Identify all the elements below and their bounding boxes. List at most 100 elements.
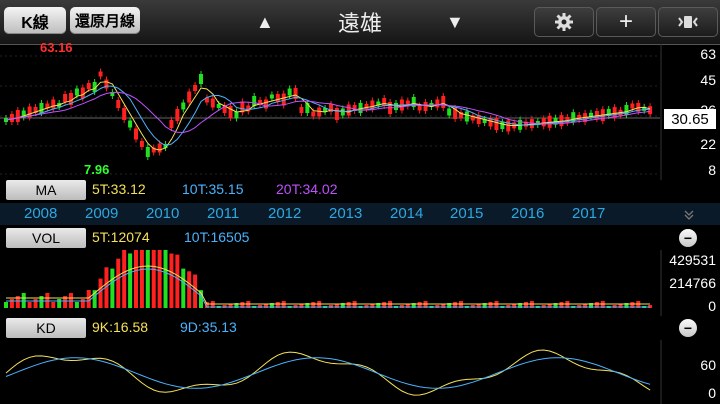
volume-bar <box>346 302 351 308</box>
candle-body <box>447 108 452 116</box>
candle-body <box>228 106 233 118</box>
candle-body <box>441 96 446 108</box>
candle-body <box>122 108 127 120</box>
candle-body <box>104 79 109 89</box>
candle-body <box>305 103 310 113</box>
year-label: 2013 <box>329 205 363 222</box>
candle-body <box>157 143 162 153</box>
d-value: 9D:35.13 <box>180 319 237 335</box>
volume-bar <box>204 302 209 308</box>
candle-body <box>459 112 463 118</box>
rotate-button[interactable] <box>658 7 718 37</box>
candle-body <box>240 101 245 113</box>
volume-bar <box>187 271 192 308</box>
candle-body <box>606 108 611 116</box>
chevron-down-icon[interactable] <box>683 209 695 221</box>
volume-bar <box>9 299 14 308</box>
candle-body <box>110 92 115 96</box>
volume-bar <box>169 253 174 308</box>
k-line <box>5 349 651 396</box>
candle-body <box>139 141 144 147</box>
candle-body <box>299 107 304 113</box>
candle-body <box>27 106 32 118</box>
vol-axis-tick: 214766 <box>669 275 716 291</box>
volume-bar <box>583 304 588 308</box>
candle-body <box>317 107 322 117</box>
year-label: 2010 <box>146 205 180 222</box>
candle-body <box>222 105 227 113</box>
ma10-value: 10T:35.15 <box>182 181 244 197</box>
candle-body <box>547 115 552 128</box>
candle-body <box>494 118 499 130</box>
ma-button[interactable]: MA <box>6 180 86 200</box>
candle-body <box>376 101 381 106</box>
candle-body <box>370 100 375 110</box>
volume-bar <box>110 268 115 308</box>
add-button[interactable]: + <box>596 7 656 37</box>
candle-body <box>15 110 20 122</box>
candle-body <box>476 115 481 124</box>
volume-bar <box>139 250 144 308</box>
previous-stock-icon[interactable]: ▲ <box>256 12 274 32</box>
rotate-icon <box>678 16 698 28</box>
candle-body <box>151 147 156 153</box>
candle-body <box>589 112 593 117</box>
candle-body <box>329 104 333 112</box>
kd-chart <box>5 340 662 404</box>
kd-button[interactable]: KD <box>6 318 86 338</box>
k-line-button[interactable]: K線 <box>4 7 66 34</box>
stock-title: 遠雄 <box>337 12 382 37</box>
candle-body <box>9 114 14 122</box>
volume-bar <box>488 302 493 308</box>
collapse-vol-button[interactable]: − <box>679 229 697 247</box>
candle-body <box>199 74 203 84</box>
candle-body <box>482 119 487 123</box>
next-stock-icon[interactable]: ▼ <box>446 12 464 32</box>
candle-body <box>51 99 56 109</box>
candle-body <box>45 103 50 109</box>
candle-body <box>334 108 339 120</box>
year-label: 2011 <box>207 205 240 222</box>
volume-bar <box>92 290 97 308</box>
candle-body <box>246 105 251 112</box>
volume-bar <box>382 302 387 308</box>
candle-body <box>346 104 351 116</box>
volume-bar <box>334 304 339 308</box>
volume-bar <box>269 303 274 308</box>
volume-bar <box>33 299 38 308</box>
volume-bar <box>618 304 623 308</box>
candle-body <box>21 110 26 118</box>
volume-bar <box>4 302 8 308</box>
volume-bar <box>39 296 44 308</box>
kd-axis-tick: 60 <box>700 357 716 373</box>
candle-body <box>323 108 328 112</box>
candle-body <box>559 115 564 127</box>
volume-bar <box>630 302 635 308</box>
volume-bar <box>305 303 310 308</box>
candle-body <box>648 106 653 115</box>
volume-bar <box>299 304 304 308</box>
price-axis-tick: 63 <box>700 46 716 62</box>
candle-body <box>577 114 582 120</box>
candle-body <box>204 97 209 103</box>
collapse-kd-button[interactable]: − <box>679 319 697 337</box>
volume-bar <box>104 267 109 308</box>
plus-icon: + <box>618 8 633 35</box>
volume-chart <box>4 250 662 316</box>
candle-body <box>287 88 292 96</box>
volume-bar <box>553 303 558 308</box>
settings-button[interactable] <box>534 7 594 37</box>
candle-body <box>311 111 316 117</box>
candle-body <box>382 98 387 106</box>
volume-bar <box>275 302 280 308</box>
candle-body <box>264 99 268 109</box>
price-chart <box>0 44 662 180</box>
volume-bar <box>116 258 121 308</box>
candle-body <box>594 111 599 119</box>
volume-bar <box>624 303 629 308</box>
candle-body <box>464 111 469 122</box>
vol-axis-tick: 429531 <box>669 252 716 268</box>
vol-axis-tick: 0 <box>708 298 716 314</box>
vol-button[interactable]: VOL <box>6 228 86 248</box>
restore-monthly-button[interactable]: 還原月線 <box>70 7 140 34</box>
